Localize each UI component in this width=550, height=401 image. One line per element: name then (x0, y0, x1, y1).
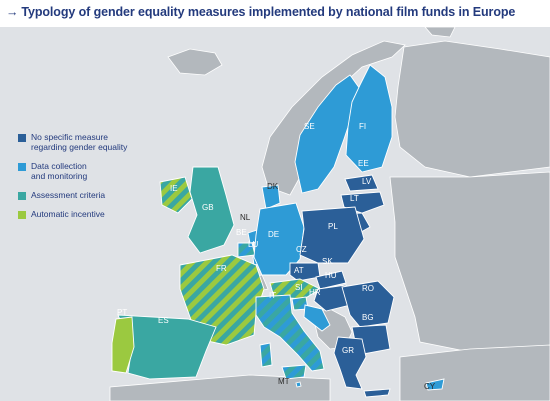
country-crete (363, 388, 391, 398)
country-pl (299, 206, 365, 264)
russia-north-shape (394, 40, 550, 178)
label-gb: GB (202, 203, 214, 212)
label-hr: HR (309, 288, 321, 297)
label-at: AT (294, 266, 304, 275)
europe-map: SE FI EE LV LT DK IE GB NL BE LU DE PL C… (109, 27, 550, 401)
label-ro: RO (362, 284, 374, 293)
map-legend: No specific measure regarding gender equ… (18, 132, 188, 228)
legend-label: Assessment criteria (31, 190, 106, 200)
legend-item-no-measure: No specific measure regarding gender equ… (18, 132, 188, 152)
legend-item-assessment: Assessment criteria (18, 190, 188, 200)
label-se: SE (304, 122, 315, 131)
map-title-text: Typology of gender equality measures imp… (21, 5, 516, 19)
label-lu: LU (248, 240, 258, 249)
country-gb (187, 166, 235, 254)
map-area: SE FI EE LV LT DK IE GB NL BE LU DE PL C… (0, 27, 550, 401)
country-cz (289, 262, 321, 282)
turkey-shape (399, 344, 550, 401)
svalbard-shape (424, 27, 456, 38)
country-sicily (281, 364, 307, 380)
legend-label: Data collection and monitoring (31, 161, 88, 181)
legend-label: No specific measure regarding gender equ… (31, 132, 128, 152)
eastern-europe-shape (389, 171, 550, 353)
country-cy (425, 378, 445, 391)
label-lv: LV (362, 177, 372, 186)
country-de (253, 202, 305, 276)
map-title: → Typology of gender equality measures im… (6, 5, 546, 23)
label-lt: LT (350, 194, 359, 203)
label-sk: SK (322, 257, 333, 266)
label-cy: CY (424, 382, 436, 391)
iceland-shape (167, 48, 223, 76)
legend-item-data-collection: Data collection and monitoring (18, 161, 188, 181)
country-labels: SE FI EE LV LT DK IE GB NL BE LU DE PL C… (117, 122, 436, 391)
label-fi: FI (359, 122, 366, 131)
country-ee (344, 174, 379, 192)
label-cz: CZ (296, 245, 307, 254)
label-si: SI (295, 283, 303, 292)
country-fi (345, 64, 393, 173)
label-hu: HU (325, 271, 337, 280)
legend-item-automatic: Automatic incentive (18, 209, 188, 219)
label-fr: FR (216, 264, 227, 273)
country-it (255, 294, 325, 372)
legend-swatch (18, 192, 26, 200)
label-pl: PL (328, 222, 338, 231)
label-ee: EE (358, 159, 369, 168)
country-mt (295, 381, 302, 388)
country-hr (303, 304, 331, 332)
country-ie (159, 176, 193, 214)
label-it: IT (269, 291, 276, 300)
country-dk (261, 184, 281, 210)
country-sardinia (259, 342, 273, 368)
legend-swatch (18, 163, 26, 171)
arrow-right-icon: → (6, 5, 19, 19)
africa-shape (109, 374, 331, 401)
label-de: DE (268, 230, 279, 239)
label-bg: BG (362, 313, 374, 322)
country-hu (313, 284, 351, 312)
country-at (269, 278, 321, 300)
country-gr (333, 336, 367, 390)
label-mt: MT (278, 377, 290, 386)
label-ie: IE (170, 184, 178, 193)
country-pt (111, 316, 135, 374)
legend-swatch (18, 211, 26, 219)
label-es: ES (158, 316, 169, 325)
legend-label: Automatic incentive (31, 209, 105, 219)
country-shapes (111, 64, 445, 398)
label-be: BE (236, 228, 247, 237)
country-sk (315, 270, 347, 290)
label-dk: DK (267, 182, 279, 191)
label-gr: GR (342, 346, 354, 355)
country-ro (341, 280, 395, 328)
legend-swatch (18, 134, 26, 142)
label-pt: PT (117, 308, 127, 317)
label-nl: NL (240, 213, 251, 222)
